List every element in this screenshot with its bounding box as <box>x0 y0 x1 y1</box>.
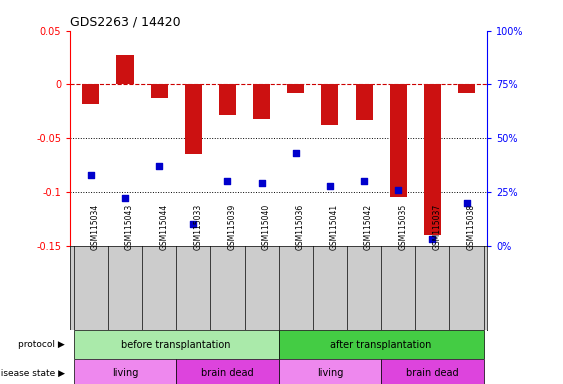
Text: GSM115034: GSM115034 <box>91 204 100 250</box>
Bar <box>74 330 279 359</box>
Text: GSM115035: GSM115035 <box>398 204 407 250</box>
Bar <box>390 84 406 197</box>
Text: GSM115042: GSM115042 <box>364 204 373 250</box>
Text: GSM115044: GSM115044 <box>159 204 168 250</box>
Point <box>257 180 266 187</box>
Point <box>428 236 437 242</box>
Text: GSM115039: GSM115039 <box>227 204 236 250</box>
Text: living: living <box>317 368 343 379</box>
Text: after transplantation: after transplantation <box>330 339 432 350</box>
Bar <box>219 84 236 114</box>
Bar <box>74 359 176 384</box>
Bar <box>321 84 338 125</box>
Text: brain dead: brain dead <box>201 368 254 379</box>
Text: protocol ▶: protocol ▶ <box>18 340 65 349</box>
Bar <box>82 84 100 104</box>
Text: before transplantation: before transplantation <box>122 339 231 350</box>
Point <box>155 163 164 169</box>
Point <box>120 195 129 202</box>
Point <box>462 200 471 206</box>
Text: GSM115043: GSM115043 <box>125 204 134 250</box>
Text: brain dead: brain dead <box>406 368 459 379</box>
Bar <box>253 84 270 119</box>
Point <box>223 178 232 184</box>
Bar <box>279 330 484 359</box>
Text: GDS2263 / 14420: GDS2263 / 14420 <box>70 15 181 28</box>
Bar <box>458 84 475 93</box>
Point <box>394 187 403 193</box>
Text: GSM115041: GSM115041 <box>330 204 339 250</box>
Bar <box>279 359 381 384</box>
Text: GSM115037: GSM115037 <box>432 204 441 250</box>
Bar <box>117 55 133 84</box>
Point <box>86 172 95 178</box>
Bar <box>287 84 304 93</box>
Point <box>189 221 198 227</box>
Text: GSM115040: GSM115040 <box>262 204 271 250</box>
Bar <box>424 84 441 235</box>
Text: GSM115036: GSM115036 <box>296 204 305 250</box>
Text: living: living <box>112 368 138 379</box>
Bar <box>151 84 168 98</box>
Bar <box>355 84 373 120</box>
Bar <box>185 84 202 154</box>
Point <box>291 150 300 156</box>
Text: GSM115033: GSM115033 <box>193 204 202 250</box>
Text: GSM115038: GSM115038 <box>467 204 476 250</box>
Bar <box>381 359 484 384</box>
Point <box>360 178 369 184</box>
Text: disease state ▶: disease state ▶ <box>0 369 65 378</box>
Bar <box>176 359 279 384</box>
Point <box>325 182 334 189</box>
